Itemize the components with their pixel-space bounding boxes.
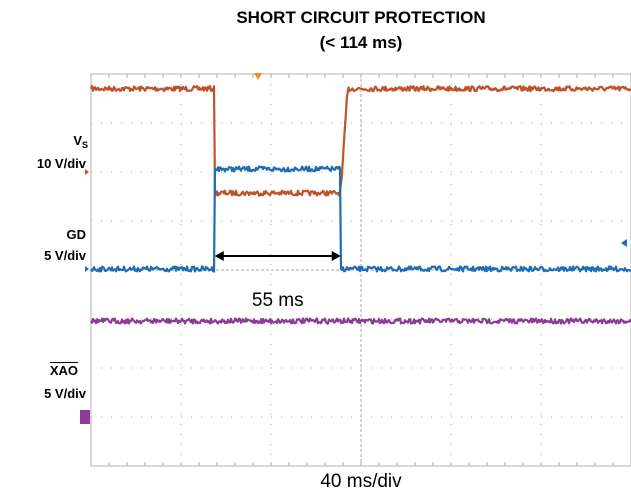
xao-scale-label: 5 V/div xyxy=(44,386,86,401)
gd-trace xyxy=(90,165,631,273)
duration-arrowhead-right xyxy=(331,251,341,261)
duration-annotation: 55 ms xyxy=(252,290,304,311)
vs-ground-marker xyxy=(85,169,89,175)
xao-channel-label: XAO xyxy=(30,363,78,378)
vs-channel-label: VS xyxy=(40,133,88,150)
gd-scale-label: 5 V/div xyxy=(44,248,86,263)
trigger-level-marker xyxy=(621,239,627,247)
xao-ground-marker xyxy=(80,410,90,424)
chart-subtitle: (< 114 ms) xyxy=(319,33,403,52)
xao-trace xyxy=(90,317,631,325)
gd-ground-marker xyxy=(85,266,89,272)
duration-arrowhead-left xyxy=(214,251,224,261)
trigger-marker xyxy=(254,73,262,80)
xao-label-text: XAO xyxy=(49,363,78,378)
vs-label-subscript: S xyxy=(81,140,88,150)
vs-scale-label: 10 V/div xyxy=(36,156,86,171)
chart-title: SHORT CIRCUIT PROTECTION xyxy=(236,8,486,27)
vs-trace xyxy=(89,85,631,197)
vs-label-main: V xyxy=(73,133,82,148)
gd-channel-label: GD xyxy=(66,227,87,242)
x-axis-label: 40 ms/div xyxy=(320,471,402,492)
